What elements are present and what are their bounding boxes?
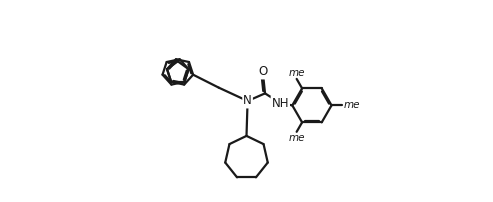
- Text: N: N: [243, 95, 252, 107]
- Text: me: me: [288, 68, 305, 78]
- Text: me: me: [344, 100, 360, 110]
- Text: NH: NH: [272, 97, 289, 110]
- Text: O: O: [258, 65, 268, 79]
- Text: me: me: [288, 133, 305, 143]
